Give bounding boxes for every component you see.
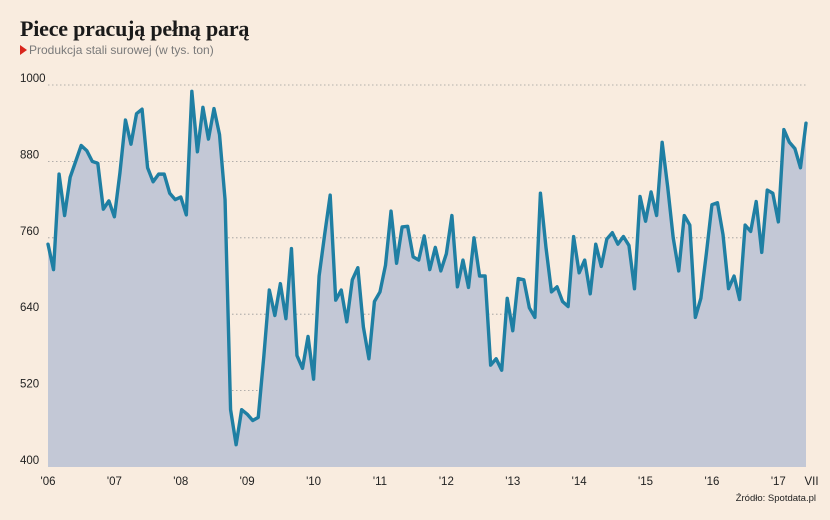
y-tick-label: 1000 — [20, 73, 46, 85]
x-tick-label: '14 — [572, 476, 588, 488]
y-tick-label: 640 — [20, 302, 39, 314]
y-tick-label: 400 — [20, 455, 39, 467]
x-tick-label: '11 — [373, 476, 387, 488]
x-tick-label: VII — [805, 476, 819, 488]
x-tick-label: '17 — [771, 476, 786, 488]
x-tick-label: '08 — [173, 476, 188, 488]
area-fill — [48, 91, 806, 468]
source-note: Źródło: Spotdata.pl — [735, 493, 816, 504]
chart-title: Piece pracują pełną parą — [20, 16, 250, 41]
series-line — [46, 89, 808, 447]
x-tick-label: '10 — [306, 476, 321, 488]
x-axis-ticks: '06 '07 '08 '09 '10 '11 '12 '13 '14 '15 '16 '17 VII — [41, 476, 819, 488]
x-tick-label: '07 — [107, 476, 122, 488]
y-tick-label: 880 — [20, 149, 39, 161]
x-tick-label: '16 — [704, 476, 719, 488]
x-tick-label: '13 — [505, 476, 520, 488]
x-tick-label: '12 — [439, 476, 454, 488]
x-tick-label: '06 — [41, 476, 56, 488]
y-axis-ticks: 400 520 640 760 880 1000 — [20, 73, 46, 467]
x-tick-label: '09 — [240, 476, 255, 488]
y-tick-label: 520 — [20, 379, 39, 391]
chart-subtitle: Produkcja stali surowej (w tys. ton) — [20, 43, 214, 57]
subtitle-marker-icon — [20, 45, 27, 55]
chart-subtitle-text: Produkcja stali surowej (w tys. ton) — [29, 43, 214, 57]
x-tick-label: '15 — [638, 476, 653, 488]
y-tick-label: 760 — [20, 226, 39, 238]
